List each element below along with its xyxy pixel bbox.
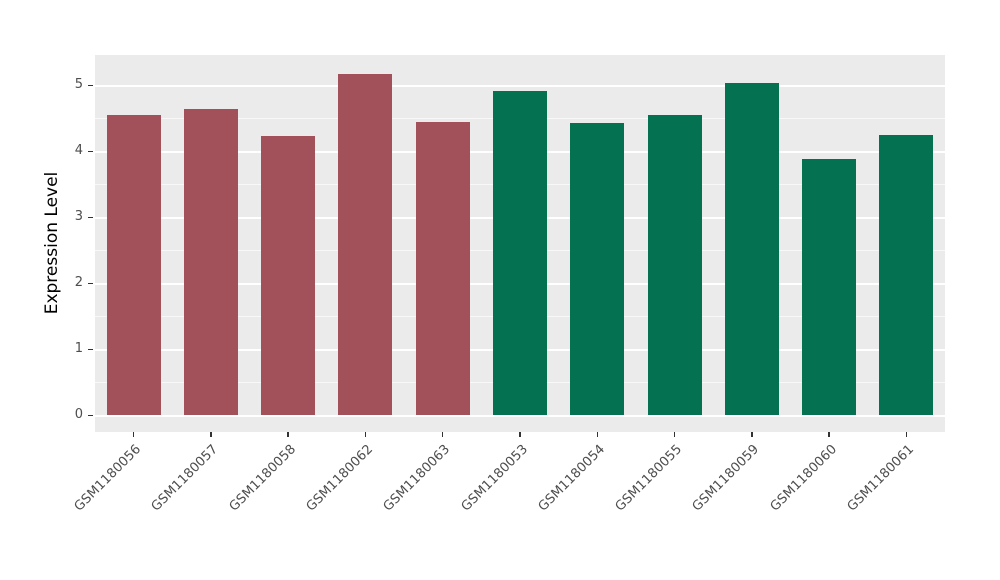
y-tick-mark xyxy=(88,414,93,416)
bar-GSM1180062 xyxy=(338,73,393,415)
y-tick-mark xyxy=(88,216,93,218)
bar-GSM1180057 xyxy=(183,109,238,415)
x-tick-mark xyxy=(596,432,599,437)
y-tick-mark xyxy=(88,282,93,284)
y-tick-label: 0 xyxy=(74,407,83,422)
y-axis-title: Expression Level xyxy=(42,171,62,315)
bar-GSM1180060 xyxy=(802,158,857,415)
x-tick-mark xyxy=(287,432,289,437)
y-tick-label: 4 xyxy=(74,143,83,158)
x-tick-mark xyxy=(441,432,444,437)
y-tick-label: 1 xyxy=(74,341,83,356)
y-tick-mark xyxy=(88,348,93,350)
y-tick-label: 5 xyxy=(74,77,83,92)
x-tick-label-GSM1180056: GSM1180056 xyxy=(71,442,145,515)
x-tick-label-GSM1180054: GSM1180054 xyxy=(535,442,608,515)
y-tick-mark xyxy=(88,84,93,86)
x-tick-label-GSM1180060: GSM1180060 xyxy=(767,442,840,515)
bar-GSM1180055 xyxy=(647,115,702,415)
bar-GSM1180061 xyxy=(879,134,934,415)
bar-GSM1180059 xyxy=(724,83,779,415)
bar-GSM1180063 xyxy=(415,121,470,415)
x-tick-mark xyxy=(364,432,367,437)
x-tick-label-GSM1180055: GSM1180055 xyxy=(612,442,686,515)
x-tick-mark xyxy=(673,432,676,437)
x-tick-label-GSM1180057: GSM1180057 xyxy=(149,442,222,515)
x-tick-label-GSM1180062: GSM1180062 xyxy=(303,442,377,515)
bar-GSM1180053 xyxy=(492,90,548,415)
x-tick-mark xyxy=(210,432,212,437)
bar-GSM1180056 xyxy=(106,114,161,415)
y-tick-label: 3 xyxy=(74,209,83,224)
x-tick-mark xyxy=(132,432,135,437)
x-tick-mark xyxy=(751,432,753,437)
x-tick-label-GSM1180061: GSM1180061 xyxy=(844,442,917,515)
x-tick-mark xyxy=(519,432,521,437)
gridline-major xyxy=(95,415,945,417)
y-tick-label: 2 xyxy=(74,275,83,290)
bar-GSM1180054 xyxy=(570,123,625,415)
x-tick-label-GSM1180063: GSM1180063 xyxy=(380,442,454,515)
x-tick-label-GSM1180059: GSM1180059 xyxy=(689,442,763,515)
y-tick-mark xyxy=(88,150,93,152)
x-tick-label-GSM1180053: GSM1180053 xyxy=(458,442,531,515)
bar-GSM1180058 xyxy=(261,135,316,415)
x-tick-label-GSM1180058: GSM1180058 xyxy=(226,442,299,515)
x-tick-mark xyxy=(828,432,830,437)
x-tick-mark xyxy=(905,432,908,437)
plot-panel xyxy=(95,55,945,432)
gridline-major xyxy=(95,85,945,87)
